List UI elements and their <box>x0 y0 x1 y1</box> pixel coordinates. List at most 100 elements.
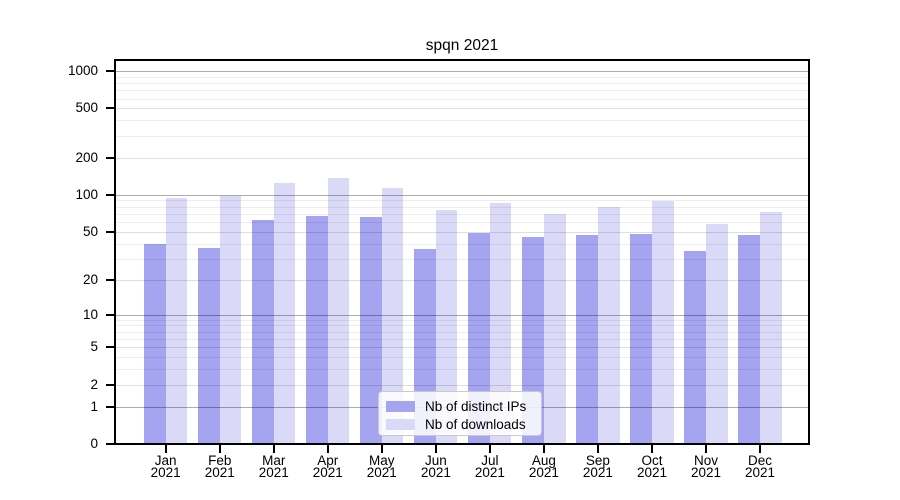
x-tick-label-year-dec: 2021 <box>744 465 776 481</box>
bar-downloads-may <box>381 188 404 443</box>
x-tick-apr <box>326 445 329 453</box>
spine-top <box>114 58 810 61</box>
grid-line-6 <box>116 338 808 340</box>
y-tick-500 <box>106 107 114 110</box>
x-tick-jun <box>434 445 437 453</box>
legend-label-downloads: Nb of downloads <box>425 416 526 432</box>
grid-line-400 <box>116 120 808 122</box>
x-tick-label-dec: Dec 2021 <box>732 452 788 481</box>
grid-line-500 <box>116 108 808 110</box>
bar-downloads-jul <box>489 202 512 443</box>
grid-line-50 <box>116 231 808 233</box>
x-tick-oct <box>650 445 653 453</box>
legend-item-downloads: Nb of downloads <box>386 415 541 433</box>
bar-distinct-ips-apr <box>306 216 328 443</box>
y-tick-label-10: 10 <box>82 306 98 322</box>
grid-line-8 <box>116 325 808 327</box>
y-tick-5 <box>106 346 114 349</box>
y-tick-label-100: 100 <box>75 186 98 202</box>
y-tick-1000 <box>106 70 114 73</box>
x-tick-label-aug: Aug 2021 <box>516 454 572 480</box>
bar-distinct-ips-dec <box>738 235 761 443</box>
legend-label-distinct-ips: Nb of distinct IPs <box>425 398 527 414</box>
x-tick-sep <box>596 445 599 453</box>
x-tick-label-jul: Jul 2021 <box>462 452 518 481</box>
y-tick-label-2: 2 <box>90 376 98 392</box>
x-tick-feb <box>218 445 221 453</box>
x-tick-label-year-may: 2021 <box>366 465 397 481</box>
y-tick-label-0: 0 <box>90 436 98 451</box>
bar-distinct-ips-jul <box>468 232 490 443</box>
legend-item-distinct-ips: Nb of distinct IPs <box>386 397 541 415</box>
grid-line-900 <box>116 76 808 78</box>
legend-swatch-downloads <box>386 418 415 430</box>
grid-line-800 <box>116 83 808 85</box>
bar-downloads-mar <box>273 183 296 443</box>
x-tick-label-month-nov: Nov <box>693 452 718 468</box>
grid-line-600 <box>116 98 808 100</box>
grid-line-30 <box>116 258 808 260</box>
grid-line-300 <box>116 135 808 137</box>
bar-distinct-ips-mar <box>252 220 274 443</box>
legend: Nb of distinct IPs Nb of downloads <box>378 391 542 436</box>
x-tick-label-year-mar: 2021 <box>258 465 289 481</box>
grid-line-40 <box>116 243 808 245</box>
x-tick-may <box>380 445 383 453</box>
y-tick-0 <box>106 443 114 445</box>
x-tick-label-jan: Jan 2021 <box>138 452 194 481</box>
x-tick-label-month-may: May <box>369 452 395 468</box>
x-tick-label-year-feb: 2021 <box>204 465 235 481</box>
bar-distinct-ips-sep <box>576 235 598 443</box>
x-tick-label-year-jun: 2021 <box>420 465 451 481</box>
y-tick-label-1: 1 <box>90 398 98 414</box>
x-tick-label-month-apr: Apr <box>317 452 339 468</box>
x-tick-label-month-dec: Dec <box>748 452 773 468</box>
y-tick-label-200: 200 <box>75 149 98 165</box>
x-tick-label-month-feb: Feb <box>208 452 232 468</box>
y-tick-1 <box>106 405 114 408</box>
bar-downloads-apr <box>327 178 350 443</box>
x-tick-label-year-jul: 2021 <box>474 465 505 481</box>
y-tick-10 <box>106 313 114 316</box>
y-tick-20 <box>106 278 114 281</box>
grid-line-80 <box>116 206 808 208</box>
bar-distinct-ips-nov <box>684 250 706 443</box>
grid-line-3 <box>116 369 808 371</box>
x-tick-jan <box>164 445 167 453</box>
grid-line-4 <box>116 357 808 359</box>
bar-downloads-jan <box>165 198 188 443</box>
x-tick-label-year-jan: 2021 <box>150 465 181 481</box>
bar-downloads-oct <box>651 201 674 443</box>
y-tick-label-5: 5 <box>90 339 98 355</box>
y-tick-100 <box>106 193 114 196</box>
x-tick-label-oct: Oct 2021 <box>624 454 680 480</box>
x-tick-label-month-jan: Jan <box>154 452 177 468</box>
bar-downloads-dec <box>760 212 782 443</box>
spine-left <box>114 58 116 445</box>
bar-distinct-ips-oct <box>630 233 652 443</box>
grid-line-9 <box>116 319 808 321</box>
grid-line-700 <box>116 90 808 92</box>
x-tick-label-year-sep: 2021 <box>582 465 613 481</box>
grid-line-1000 <box>116 71 808 73</box>
grid-line-10 <box>116 314 808 316</box>
y-tick-label-1000: 1000 <box>67 63 98 79</box>
bar-downloads-aug <box>543 213 566 443</box>
x-tick-label-month-jul: Jul <box>481 452 499 468</box>
bar-downloads-feb <box>219 195 242 443</box>
bar-distinct-ips-jan <box>144 243 166 443</box>
x-tick-label-year-nov: 2021 <box>690 465 722 481</box>
x-tick-label-apr: Apr 2021 <box>300 452 356 480</box>
bar-downloads-sep <box>597 206 620 443</box>
x-tick-label-feb: Feb 2021 <box>192 452 248 481</box>
x-tick-label-nov: Nov 2021 <box>678 452 734 481</box>
y-tick-200 <box>106 156 114 159</box>
x-tick-nov <box>705 445 707 453</box>
y-tick-label-50: 50 <box>82 223 98 239</box>
chart-title: spqn 2021 <box>425 37 499 54</box>
grid-line-20 <box>116 279 808 281</box>
grid-line-100 <box>116 194 808 196</box>
spine-right <box>808 58 810 445</box>
grid-line-7 <box>116 331 808 333</box>
